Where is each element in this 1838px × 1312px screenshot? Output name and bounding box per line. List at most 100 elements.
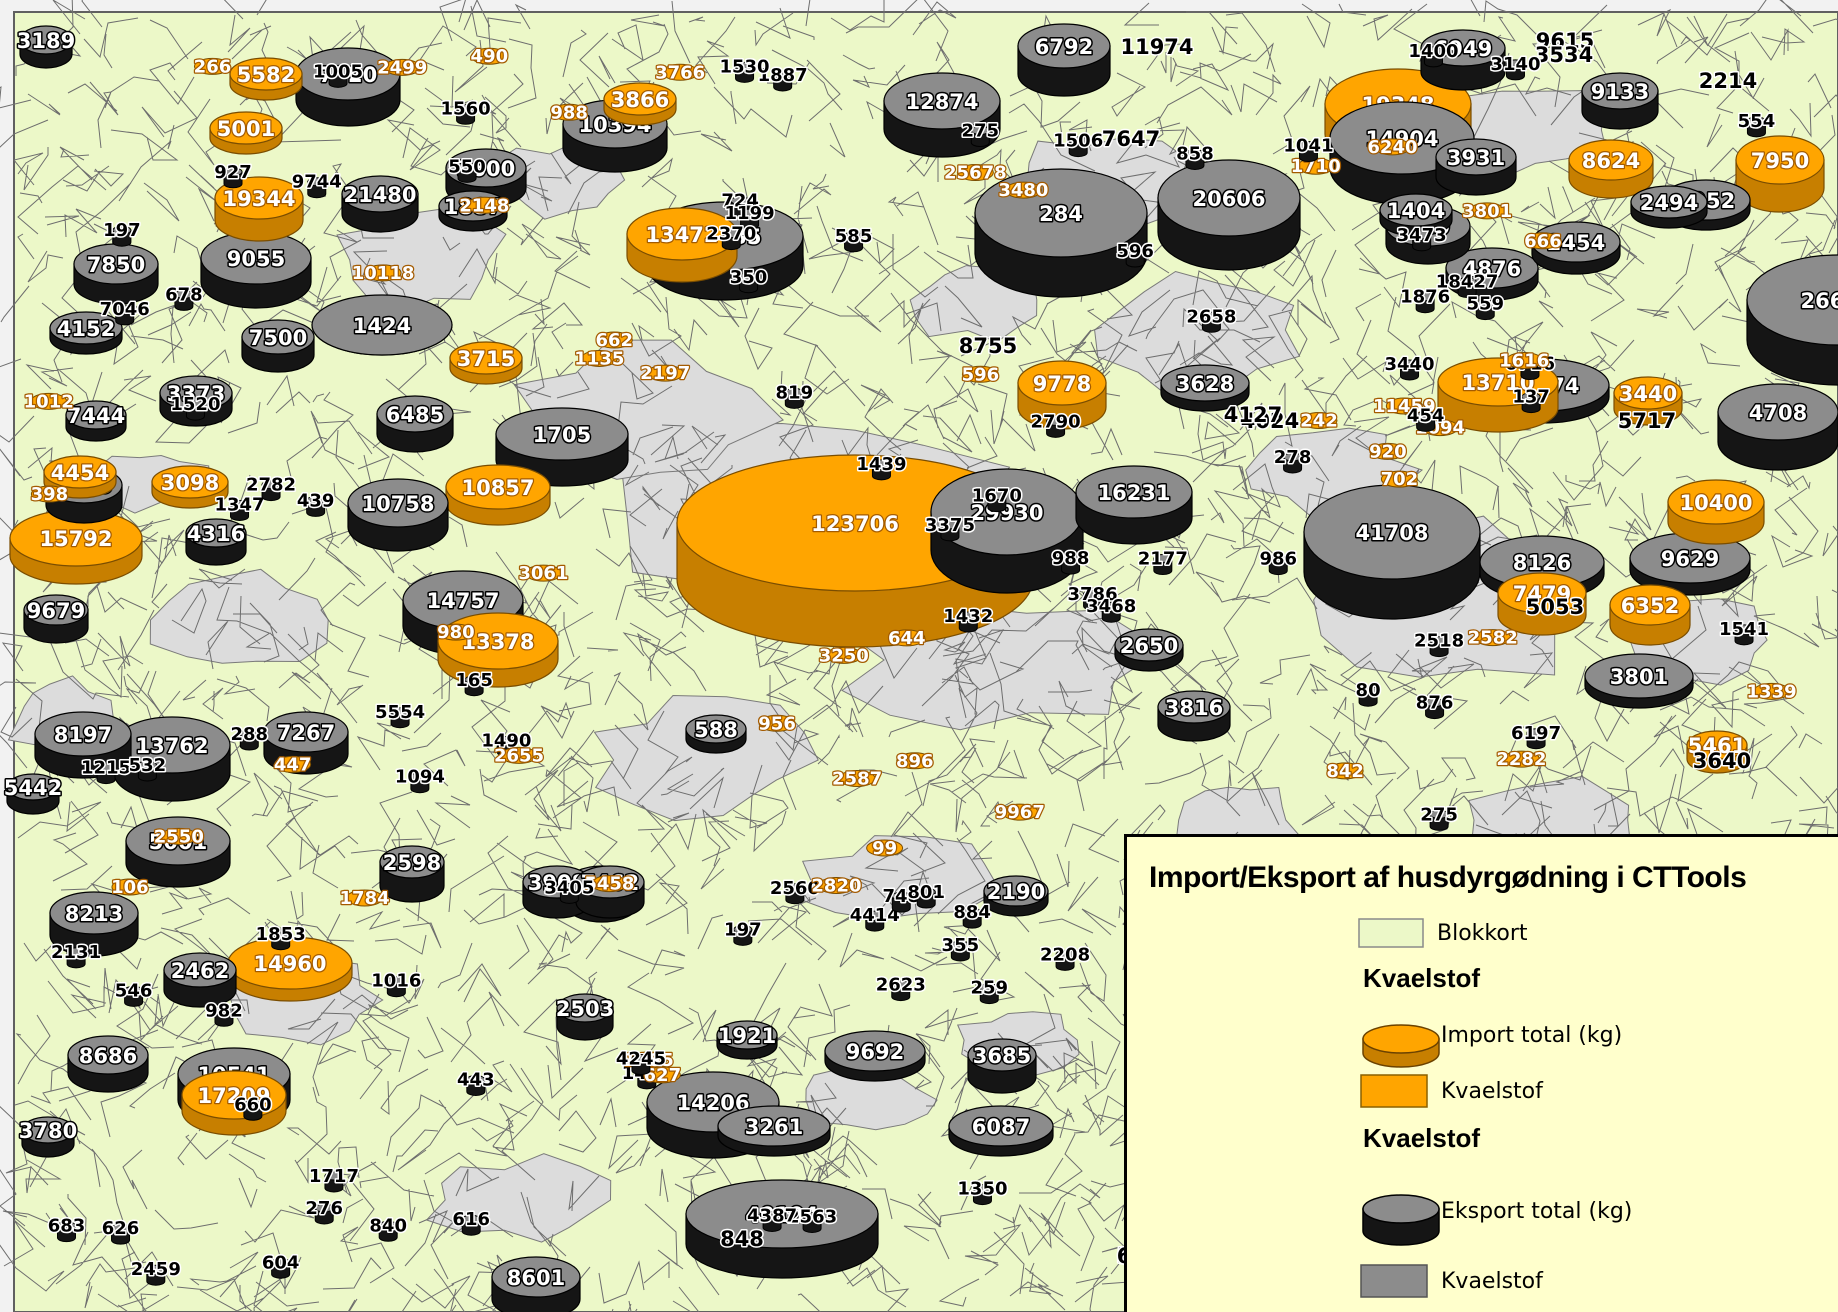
export-cylinder[interactable]: 3628	[1160, 364, 1250, 412]
loose-value-label: 398	[31, 484, 69, 505]
loose-value-marker: 842	[1325, 760, 1365, 784]
export-cylinder[interactable]: 26698	[1746, 254, 1838, 386]
export-cylinder[interactable]: 9629	[1629, 532, 1751, 596]
export-cylinder[interactable]: 3534	[1533, 42, 1594, 69]
loose-value-marker: 1520	[169, 393, 222, 421]
export-cylinder[interactable]: 1404	[1379, 193, 1453, 237]
import-cylinder[interactable]: 3098	[151, 465, 229, 509]
loose-value-label: 2563	[787, 1206, 837, 1227]
export-cylinder[interactable]: 4152	[49, 311, 123, 355]
loose-value-marker: 18427	[1434, 270, 1500, 298]
export-cylinder[interactable]: 7647	[1100, 126, 1161, 153]
loose-value-label: 3801	[1462, 201, 1512, 222]
export-cylinder[interactable]: 29930	[930, 468, 1084, 594]
import-cylinder[interactable]: 4127	[1222, 402, 1283, 429]
import-cylinder[interactable]: 11974	[1119, 34, 1195, 61]
symbol-value-label: 19344	[222, 187, 295, 211]
import-cylinder[interactable]: 8755	[957, 333, 1018, 360]
export-cylinder[interactable]: 2494	[1630, 185, 1708, 229]
export-cylinder[interactable]: 2462	[163, 952, 237, 1008]
import-cylinder[interactable]: 7950	[1735, 135, 1825, 213]
export-cylinder[interactable]: 588	[685, 714, 747, 754]
export-cylinder[interactable]: 40104	[685, 1179, 879, 1279]
export-cylinder[interactable]: 7500	[241, 319, 315, 373]
export-cylinder[interactable]: 7320	[295, 47, 401, 127]
export-cylinder[interactable]: 13762	[113, 716, 231, 802]
symbol-value-label: 14960	[253, 952, 326, 976]
export-cylinder[interactable]: 2598	[379, 845, 445, 903]
import-cylinder[interactable]: 7479	[1497, 572, 1587, 636]
loose-value-marker: 4245	[614, 1047, 668, 1075]
import-cylinder[interactable]: 5001	[209, 111, 283, 155]
import-cylinder[interactable]: 13472	[626, 207, 738, 283]
import-cylinder[interactable]: 4024	[1239, 408, 1300, 435]
import-cylinder[interactable]: 9615	[1534, 28, 1595, 55]
export-cylinder[interactable]: 9055	[200, 231, 312, 309]
loose-value-label: 801	[907, 882, 945, 903]
export-cylinder[interactable]: 6792	[1017, 23, 1111, 97]
import-cylinder[interactable]: 10400	[1667, 479, 1765, 545]
export-cylinder[interactable]: 6485	[376, 395, 454, 453]
import-cylinder[interactable]: 13710	[1437, 357, 1559, 433]
import-cylinder[interactable]: 6352	[1609, 584, 1691, 646]
loose-value-label: 454	[1407, 405, 1445, 426]
export-cylinder[interactable]: 2190	[983, 875, 1049, 917]
import-cylinder[interactable]: 5717	[1616, 408, 1677, 435]
import-cylinder[interactable]: 15792	[9, 509, 143, 585]
import-cylinder[interactable]: 5582	[229, 57, 303, 101]
export-cylinder[interactable]: 3780	[17, 1116, 79, 1158]
symbol-value-label: 2462	[171, 959, 229, 983]
import-cylinder[interactable]: 5461	[1686, 730, 1748, 774]
loose-value-marker: 3786	[1066, 583, 1119, 611]
export-cylinder[interactable]: 9133	[1581, 72, 1659, 130]
export-cylinder[interactable]: 3801	[1584, 653, 1694, 709]
export-cylinder[interactable]: 3685	[967, 1038, 1037, 1094]
export-cylinder[interactable]: 7444	[65, 400, 127, 442]
export-cylinder[interactable]: 8213	[49, 891, 139, 957]
export-cylinder[interactable]: 21480	[341, 175, 419, 233]
export-cylinder[interactable]: 8601	[491, 1256, 581, 1312]
import-cylinder[interactable]: 3715	[449, 341, 523, 385]
import-cylinder[interactable]: 5053	[1524, 594, 1585, 621]
loose-value-label: 1016	[371, 971, 421, 992]
export-cylinder[interactable]: 7850	[73, 243, 159, 305]
export-cylinder[interactable]: 5442	[2, 773, 64, 815]
import-cylinder[interactable]: 14960	[227, 936, 353, 1002]
export-cylinder[interactable]: 4316	[185, 518, 247, 566]
export-cylinder[interactable]: 16231	[1075, 465, 1193, 545]
export-cylinder[interactable]: 848	[719, 1226, 766, 1253]
export-cylinder[interactable]: 6087	[948, 1105, 1054, 1157]
symbol-value-label: 3866	[611, 88, 669, 112]
export-cylinder[interactable]: 10758	[347, 478, 449, 552]
loose-value-label: 275	[961, 121, 999, 142]
export-cylinder[interactable]: 1921	[716, 1020, 778, 1060]
export-cylinder[interactable]: 2650	[1114, 628, 1184, 672]
import-cylinder[interactable]: 8624	[1568, 139, 1654, 199]
export-cylinder[interactable]: 1424	[311, 294, 453, 356]
import-cylinder[interactable]: 10857	[445, 464, 551, 526]
loose-value-label: 1887	[758, 65, 808, 86]
export-cylinder[interactable]: 3261	[717, 1105, 831, 1157]
export-cylinder[interactable]: 3931	[1435, 138, 1517, 196]
loose-value-marker: 1400	[1407, 39, 1460, 68]
loose-value-label: 2560	[770, 878, 820, 899]
export-cylinder[interactable]: 2214	[1697, 68, 1758, 95]
symbol-value-label: 7320	[319, 63, 377, 87]
export-cylinder[interactable]: 20606	[1157, 159, 1301, 271]
import-cylinder[interactable]: 3440	[1613, 376, 1683, 426]
import-cylinder[interactable]: 9778	[1017, 360, 1107, 430]
export-cylinder[interactable]: 9692	[824, 1030, 926, 1082]
legend-import-total-label: Import total (kg)	[1441, 1023, 1623, 1048]
export-cylinder[interactable]: 9679	[23, 594, 89, 644]
export-cylinder[interactable]: 3816	[1157, 690, 1231, 742]
import-cylinder[interactable]: 3866	[603, 82, 677, 126]
export-cylinder[interactable]: 5001	[125, 816, 231, 888]
export-cylinder[interactable]: 41708	[1303, 484, 1481, 620]
export-cylinder[interactable]: 4708	[1717, 383, 1838, 471]
import-cylinder[interactable]: 3640	[1691, 748, 1752, 775]
export-cylinder[interactable]: 2503	[554, 993, 616, 1041]
export-cylinder[interactable]: 3189	[15, 25, 77, 69]
import-cylinder[interactable]: 17209	[181, 1070, 287, 1136]
export-cylinder[interactable]: 8686	[67, 1035, 149, 1093]
